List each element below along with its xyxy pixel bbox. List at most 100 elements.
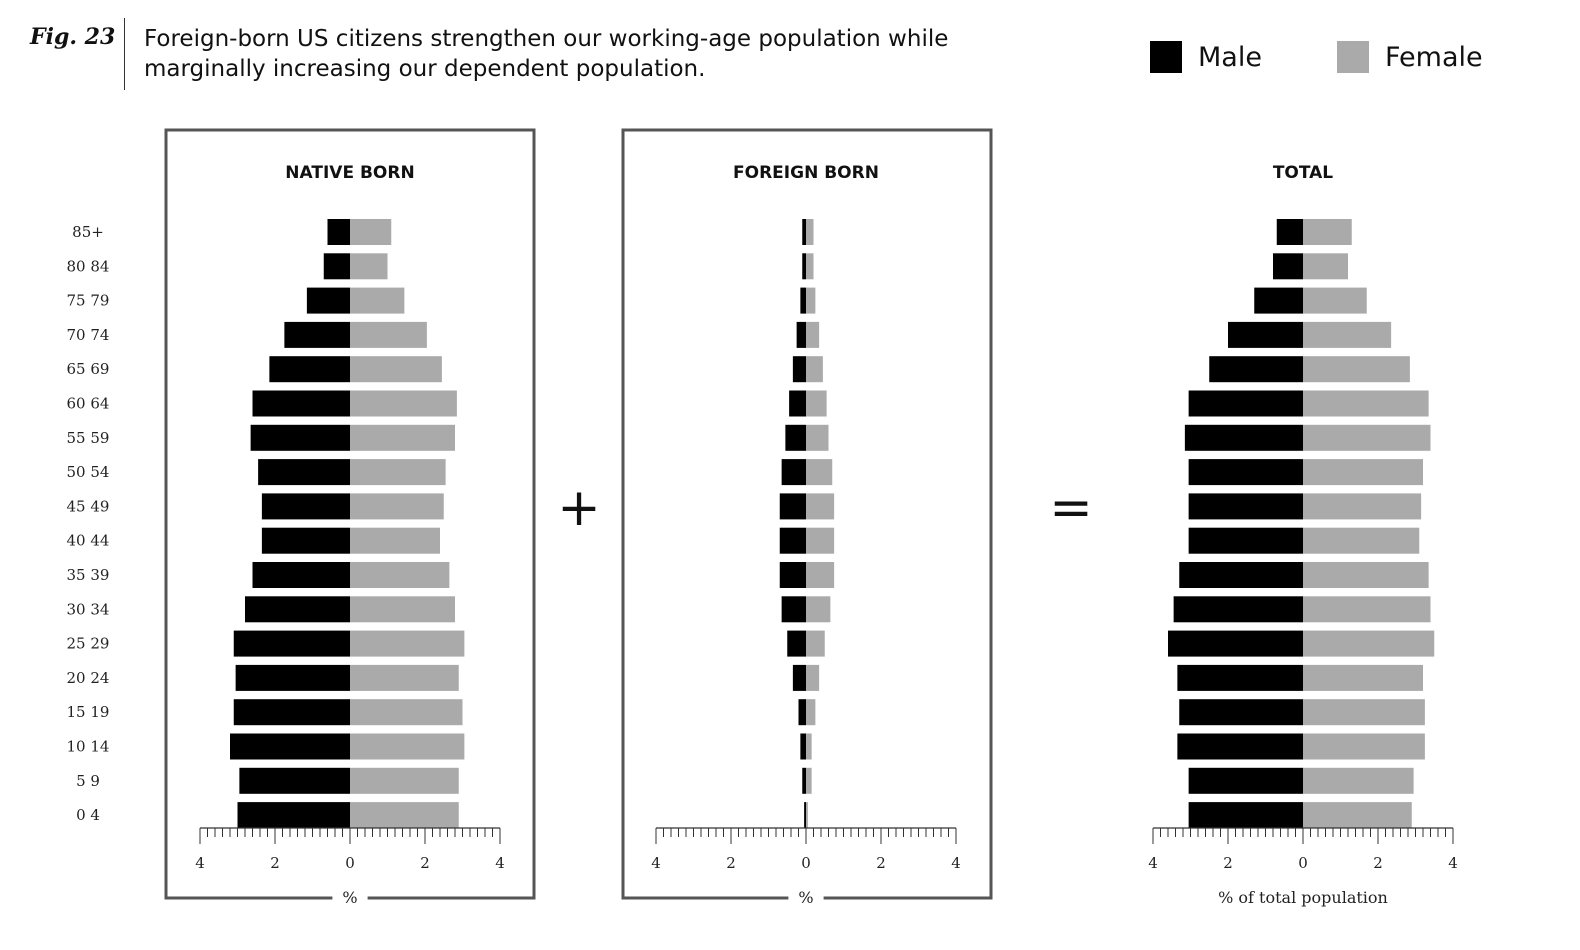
bar-male-65-69: [792, 356, 806, 383]
x-axis-label-gap: [332, 894, 368, 902]
bar-female-0-4: [1303, 802, 1412, 829]
age-label-45-49: 45 49: [67, 497, 110, 515]
bar-male-35-39: [779, 562, 806, 588]
bar-male-10-14: [1177, 733, 1303, 760]
age-label-15-19: 15 19: [67, 703, 110, 721]
bar-male-80-84: [802, 253, 806, 280]
legend-swatch-female: [1337, 41, 1369, 73]
panel-title: FOREIGN BORN: [733, 163, 879, 183]
bar-female-80-84: [350, 253, 388, 280]
bar-male-35-39: [252, 562, 350, 588]
panel-total: TOTAL 4 2 0 2 4 % of total population: [1148, 163, 1458, 907]
bar-female-5-9: [350, 767, 459, 794]
legend: Male Female: [1150, 41, 1483, 73]
bar-male-15-19: [1179, 699, 1303, 726]
legend-label-female: Female: [1385, 42, 1483, 73]
age-label-85: 85+: [72, 223, 104, 241]
x-tick-label: 4: [195, 854, 205, 872]
bar-male-5-9: [239, 767, 350, 794]
figure-label: Fig. 23: [30, 24, 116, 50]
age-axis-labels: 85+ 80 84 75 79 70 74 65 69 60 64 55 59 50 54 45…: [67, 223, 110, 824]
bar-female-80-84: [1303, 253, 1348, 280]
bar-female-75-79: [806, 287, 816, 314]
bar-male-30-34: [1173, 596, 1303, 623]
bar-male-85: [802, 219, 806, 245]
bar-male-50-54: [258, 459, 350, 486]
x-tick-label: 2: [876, 854, 886, 872]
bar-female-5-9: [1303, 767, 1414, 794]
x-axis-label: %: [798, 888, 813, 907]
bar-male-55-59: [250, 424, 350, 451]
bar-female-70-74: [1303, 321, 1392, 348]
age-label-75-79: 75 79: [67, 292, 110, 310]
bar-female-70-74: [806, 321, 820, 348]
age-label-60-64: 60 64: [67, 395, 110, 413]
bar-male-20-24: [235, 664, 350, 691]
bar-male-45-49: [1188, 493, 1303, 520]
age-label-0-4: 0 4: [76, 806, 100, 824]
bar-female-15-19: [1303, 699, 1425, 726]
age-label-65-69: 65 69: [67, 360, 110, 378]
age-label-30-34: 30 34: [67, 600, 110, 618]
bar-male-70-74: [796, 321, 806, 348]
bar-male-55-59: [785, 424, 806, 451]
age-label-25-29: 25 29: [67, 635, 110, 653]
age-label-80-84: 80 84: [67, 257, 110, 275]
bar-male-70-74: [1228, 321, 1303, 348]
bar-female-35-39: [1303, 562, 1429, 588]
bar-female-65-69: [350, 356, 442, 383]
bar-female-25-29: [350, 630, 465, 657]
bar-female-15-19: [806, 699, 816, 726]
bar-male-70-74: [284, 321, 350, 348]
x-tick-label: 4: [1448, 854, 1458, 872]
bar-male-20-24: [1177, 664, 1303, 691]
x-tick-label: 2: [1373, 854, 1383, 872]
bar-male-0-4: [804, 802, 806, 829]
bar-male-45-49: [261, 493, 350, 520]
bar-female-10-14: [1303, 733, 1425, 760]
bar-female-60-64: [350, 390, 457, 417]
bar-male-80-84: [323, 253, 350, 280]
age-label-55-59: 55 59: [67, 429, 110, 447]
age-label-20-24: 20 24: [67, 669, 110, 687]
x-tick-label: 2: [270, 854, 280, 872]
bar-female-20-24: [350, 664, 459, 691]
bar-male-40-44: [779, 527, 806, 554]
figure-title: Foreign-born US citizens strengthen our …: [144, 26, 949, 82]
bar-female-60-64: [806, 390, 827, 417]
bar-female-85: [1303, 219, 1352, 245]
bar-female-60-64: [1303, 390, 1429, 417]
bar-male-30-34: [781, 596, 806, 623]
bar-female-85: [350, 219, 392, 245]
chart-panels: NATIVE BORN 4 2 0 2 4% FOREIGN BORN 4 2 0 2 4% TOTAL…: [164, 128, 1458, 907]
x-tick-label: 4: [495, 854, 505, 872]
equals-symbol: =: [1049, 478, 1093, 538]
bar-female-50-54: [1303, 459, 1423, 486]
x-tick-label: 2: [726, 854, 736, 872]
bar-male-85: [327, 219, 350, 245]
bar-female-30-34: [1303, 596, 1431, 623]
age-label-70-74: 70 74: [67, 326, 110, 344]
legend-item-male: Male: [1150, 41, 1262, 73]
bar-female-45-49: [806, 493, 835, 520]
bar-female-15-19: [350, 699, 463, 726]
panel-title: NATIVE BORN: [285, 163, 414, 183]
legend-swatch-male: [1150, 41, 1182, 73]
bar-male-60-64: [789, 390, 806, 417]
age-label-35-39: 35 39: [67, 566, 110, 584]
bar-female-20-24: [806, 664, 820, 691]
header-divider: [124, 18, 125, 90]
bar-male-55-59: [1184, 424, 1303, 451]
bar-female-75-79: [350, 287, 405, 314]
bar-female-45-49: [350, 493, 444, 520]
bar-male-15-19: [798, 699, 806, 726]
bar-male-25-29: [233, 630, 350, 657]
operators: + =: [557, 478, 1093, 538]
age-label-5-9: 5 9: [76, 772, 100, 790]
bar-male-60-64: [252, 390, 350, 417]
bar-male-75-79: [1254, 287, 1303, 314]
bar-female-35-39: [350, 562, 450, 588]
bar-male-50-54: [781, 459, 806, 486]
bar-male-85: [1276, 219, 1303, 245]
